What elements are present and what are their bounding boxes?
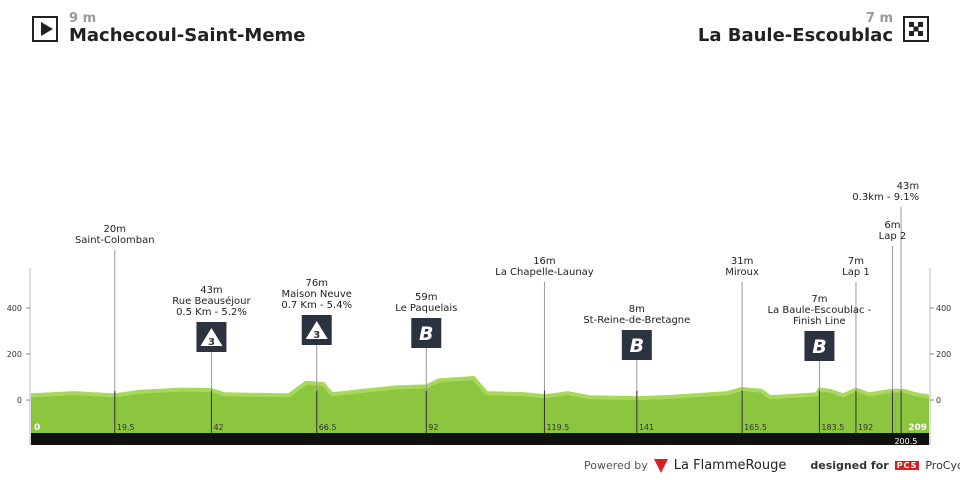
pcs-logo: PCS — [894, 461, 920, 470]
marker-text: 0.7 Km - 5.4% — [281, 300, 353, 311]
footer: Powered by La FlammeRouge designed for P… — [584, 458, 960, 473]
y-tick-label: 400 — [7, 304, 22, 313]
marker-text: Finish Line — [793, 316, 846, 327]
marker-altitude: 76m — [305, 278, 328, 289]
marker-altitude: 20m — [103, 224, 127, 235]
marker-text: Lap 1 — [842, 267, 870, 278]
km-label: 200.5 — [894, 437, 917, 446]
marker-text: Saint-Colomban — [74, 235, 155, 246]
marker-text: St-Reine-de-Bretagne — [583, 315, 691, 326]
marker-text: Maison Neuve — [281, 289, 352, 300]
marker-altitude: 31m — [730, 256, 754, 267]
km-label: 192 — [858, 423, 873, 432]
flamme-rouge-brand: La FlammeRouge — [673, 458, 787, 473]
marker-label: 43m 0.3km - 9.1% — [852, 181, 919, 203]
play-icon — [32, 16, 58, 42]
start-altitude: 9 m — [69, 11, 97, 26]
finish-altitude: 7 m — [865, 11, 893, 26]
marker-text: 0.5 Km - 5.2% — [176, 307, 247, 318]
marker-altitude: 43m — [896, 181, 920, 192]
checkered-flag-icon — [903, 16, 929, 42]
designed-for-text: designed for — [810, 459, 889, 472]
marker-text: Miroux — [725, 267, 759, 278]
bonus-sprint-icon: B — [419, 323, 433, 345]
km-label: 183.5 — [821, 423, 844, 432]
marker-altitude: 8m — [628, 304, 645, 315]
bonus-sprint-icon: B — [630, 335, 644, 357]
marker-text: Rue Beauséjour — [172, 296, 251, 307]
km-label: 66.5 — [319, 423, 337, 432]
finish-name: La Baule-Escoublac — [697, 25, 893, 46]
pcs-name: ProCyclingStats — [925, 459, 960, 472]
mountain-icon — [200, 328, 223, 346]
mountain-icon — [305, 321, 328, 339]
distance-bar — [31, 433, 929, 445]
marker-altitude: 59m — [415, 292, 438, 303]
bonus-sprint-icon: B — [812, 336, 826, 358]
km-label: 92 — [428, 423, 438, 432]
marker-text: La Baule-Escoublac - — [767, 305, 872, 316]
km-label: 119.5 — [546, 423, 569, 432]
marker-label: 76m Maison Neuve 0.7 Km - 5.4% — [281, 278, 352, 311]
marker-label: 16m La Chapelle-Launay — [495, 256, 594, 278]
y-tick-label: 200 — [7, 350, 22, 359]
bonus-sprint-badge — [621, 330, 652, 360]
powered-by-text: Powered by — [584, 459, 648, 472]
y-tick-label: 0 — [936, 396, 941, 405]
marker-label: 20m Saint-Colomban — [75, 224, 155, 246]
marker-altitude: 7m — [811, 294, 828, 305]
finish-header: 7 m La Baule-Escoublac — [698, 12, 893, 46]
km-label: 42 — [213, 423, 223, 432]
start-header: 9 m Machecoul-Saint-Meme — [69, 12, 306, 46]
marker-label: 7m Lap 1 — [842, 256, 870, 278]
y-tick-label: 400 — [936, 304, 951, 313]
y-tick-label: 0 — [17, 396, 22, 405]
marker-label: 8m St-Reine-de-Bretagne — [583, 304, 690, 326]
marker-text: 0.3km - 9.1% — [852, 192, 920, 203]
marker-label: 43m Rue Beauséjour 0.5 Km - 5.2% — [172, 285, 250, 318]
marker-label: 6m Lap 2 — [879, 220, 907, 242]
km-end-label: 209 — [908, 423, 927, 433]
km-start-label: 0 — [34, 423, 40, 433]
elevation-area — [31, 378, 929, 433]
marker-text: Lap 2 — [878, 231, 907, 242]
km-label: 165.5 — [744, 423, 767, 432]
marker-text: La Chapelle-Launay — [495, 267, 594, 278]
marker-altitude: 43m — [200, 285, 223, 296]
marker-label: 59m Le Paquelais — [395, 292, 457, 314]
marker-label: 7m La Baule-Escoublac - Finish Line — [768, 294, 872, 327]
flamme-rouge-logo-icon — [653, 458, 668, 473]
y-tick-label: 200 — [936, 350, 951, 359]
km-label: 141 — [639, 423, 654, 432]
marker-label: 31m Miroux — [725, 256, 759, 278]
climb-category: 3 — [313, 330, 320, 341]
climb-category: 3 — [208, 337, 215, 348]
start-name: Machecoul-Saint-Meme — [69, 25, 306, 46]
marker-altitude: 16m — [533, 256, 556, 267]
bonus-sprint-badge — [804, 331, 835, 361]
km-label: 19.5 — [117, 423, 135, 432]
marker-text: Le Paquelais — [395, 303, 458, 314]
marker-altitude: 7m — [847, 256, 864, 267]
bonus-sprint-badge — [411, 318, 442, 348]
marker-altitude: 6m — [884, 220, 901, 231]
